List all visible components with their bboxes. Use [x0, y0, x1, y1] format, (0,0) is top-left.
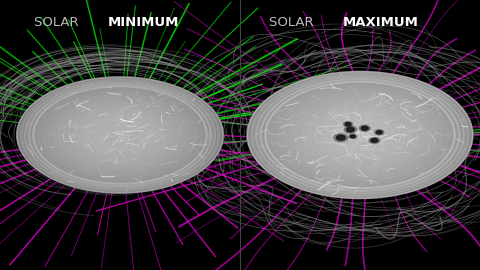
- Circle shape: [17, 77, 223, 193]
- Circle shape: [345, 123, 351, 126]
- Text: MINIMUM: MINIMUM: [108, 16, 180, 29]
- Circle shape: [79, 112, 161, 158]
- Circle shape: [326, 116, 394, 154]
- Circle shape: [301, 102, 419, 168]
- Circle shape: [69, 106, 172, 164]
- Circle shape: [296, 99, 424, 171]
- Circle shape: [332, 119, 388, 151]
- Circle shape: [360, 125, 370, 131]
- Text: SOLAR: SOLAR: [269, 16, 318, 29]
- Circle shape: [37, 89, 203, 181]
- Circle shape: [53, 97, 187, 173]
- Circle shape: [371, 139, 378, 142]
- Circle shape: [308, 106, 412, 164]
- Circle shape: [253, 75, 467, 195]
- Circle shape: [17, 77, 223, 193]
- Circle shape: [247, 72, 473, 198]
- Circle shape: [84, 115, 156, 155]
- Circle shape: [313, 109, 407, 161]
- Circle shape: [347, 127, 354, 132]
- Circle shape: [43, 92, 197, 178]
- Circle shape: [374, 130, 384, 135]
- Circle shape: [343, 122, 353, 127]
- Text: SOLAR: SOLAR: [34, 16, 83, 29]
- Circle shape: [89, 118, 151, 152]
- Circle shape: [277, 89, 443, 181]
- Circle shape: [271, 85, 449, 185]
- Circle shape: [63, 103, 177, 167]
- Circle shape: [361, 126, 368, 130]
- Text: MAXIMUM: MAXIMUM: [343, 16, 419, 29]
- Circle shape: [320, 112, 400, 158]
- Circle shape: [17, 77, 223, 193]
- Circle shape: [344, 126, 357, 133]
- Circle shape: [369, 137, 380, 143]
- Circle shape: [58, 100, 182, 170]
- Circle shape: [27, 83, 213, 187]
- Circle shape: [284, 92, 436, 178]
- Circle shape: [259, 78, 461, 192]
- Circle shape: [247, 72, 473, 198]
- Circle shape: [22, 80, 218, 190]
- Circle shape: [349, 134, 357, 139]
- Circle shape: [73, 109, 167, 161]
- Circle shape: [32, 86, 208, 184]
- Circle shape: [265, 82, 455, 188]
- Circle shape: [376, 131, 382, 134]
- Circle shape: [48, 94, 192, 176]
- Circle shape: [334, 134, 348, 141]
- Circle shape: [289, 95, 431, 175]
- Circle shape: [336, 135, 345, 140]
- Circle shape: [350, 135, 355, 138]
- Circle shape: [247, 72, 473, 198]
